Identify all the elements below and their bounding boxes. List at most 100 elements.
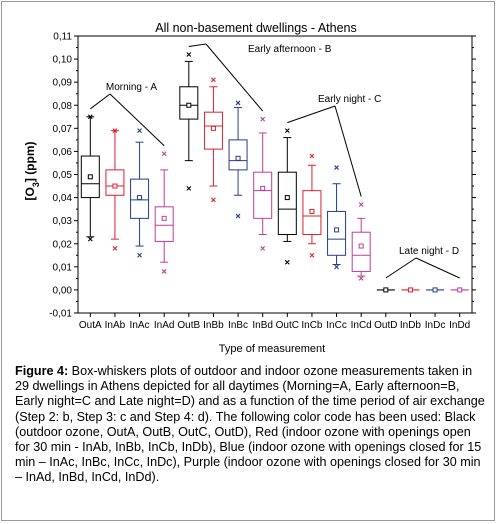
box-mean-marker	[309, 208, 315, 214]
x-tick-label: OutA	[79, 320, 102, 331]
y-tick-label: 0,05	[53, 170, 73, 181]
box-mean-marker	[112, 183, 118, 189]
annotation-line-left	[188, 43, 207, 47]
y-axis-label: [O3] (ppm)	[23, 141, 41, 200]
box-mean-marker	[358, 243, 364, 249]
box-mean-marker	[407, 287, 413, 293]
annotation-line-right	[109, 93, 165, 147]
y-tick-label: 0,01	[53, 262, 73, 273]
box-mean-marker	[284, 195, 290, 201]
box-body	[154, 206, 174, 242]
annotation-label: Morning - A	[106, 82, 157, 93]
box-body	[327, 210, 347, 256]
outlier-marker-high	[211, 77, 216, 83]
svg-text:[O3] (ppm): [O3] (ppm)	[23, 141, 41, 200]
y-tick-label: 0,07	[53, 124, 73, 135]
y-tick-label: 0,10	[53, 55, 73, 66]
annotation-line-left	[385, 257, 417, 279]
box-body	[277, 171, 297, 236]
box-body	[228, 139, 248, 171]
outlier-marker-high	[260, 116, 266, 122]
annotation-label: Late night - D	[399, 246, 459, 257]
box-mean-marker	[260, 185, 266, 191]
outlier-marker-low	[211, 197, 216, 203]
box-body	[351, 231, 371, 272]
plot-frame	[77, 35, 473, 314]
chart-title: All non-basement dwellings - Athens	[155, 21, 357, 35]
caption-text: Box-whiskers plots of outdoor and indoor…	[15, 364, 485, 485]
annotation-line-left	[287, 105, 336, 124]
x-tick-label: InCd	[351, 320, 372, 331]
outlier-marker-low	[87, 236, 93, 242]
box-mean-marker	[457, 287, 463, 293]
x-tick-label: InCb	[301, 320, 323, 331]
y-tick-label: 0,09	[53, 78, 73, 89]
x-tick-label: InBc	[228, 320, 248, 331]
outlier-marker-high	[137, 128, 142, 134]
outlier-marker-low	[235, 213, 241, 219]
outlier-marker-low	[186, 185, 192, 191]
x-tick-label: OutB	[177, 320, 200, 331]
box-whisker-chart: All non-basement dwellings - Athens [O3]…	[23, 21, 476, 355]
x-tick-label: InCc	[326, 320, 347, 331]
y-tick-label: 0,00	[53, 285, 73, 296]
caption-label: Figure 4:	[15, 364, 69, 378]
outlier-marker-low	[137, 252, 142, 258]
x-axis-label: Type of measurement	[219, 343, 325, 355]
y-label-sub: 3	[31, 182, 41, 187]
box-mean-marker	[432, 287, 438, 293]
y-tick-label: 0,04	[53, 193, 73, 204]
figure-caption: Figure 4: Box-whiskers plots of outdoor …	[15, 364, 487, 486]
outlier-marker-low	[284, 259, 290, 265]
box-mean-marker	[137, 195, 143, 201]
x-tick-label: InDc	[425, 320, 446, 331]
outlier-marker-low	[161, 269, 167, 274]
x-tick-label: InDd	[449, 320, 470, 331]
annotation-line-right	[334, 105, 362, 197]
y-label-main: [O	[23, 187, 37, 200]
outlier-marker-low	[112, 245, 118, 251]
outlier-marker-high	[186, 52, 192, 57]
box-mean-marker	[235, 155, 241, 161]
outlier-marker-high	[161, 151, 167, 157]
box-mean-marker	[87, 174, 93, 180]
outlier-marker-low	[358, 275, 364, 281]
box-body	[105, 169, 125, 196]
outlier-marker-low	[260, 245, 266, 251]
x-tick-label: InBd	[252, 320, 273, 331]
outlier-marker-low	[334, 264, 339, 270]
x-tick-label: InAb	[105, 320, 126, 331]
outlier-marker-high	[112, 128, 118, 134]
outlier-marker-high	[87, 114, 93, 120]
box-mean-marker	[334, 227, 340, 233]
outlier-marker-low	[309, 252, 315, 258]
box-mean-marker	[186, 102, 192, 108]
y-tick-label: 0,08	[53, 101, 73, 112]
x-tick-label: InBb	[203, 320, 224, 331]
outlier-marker-high	[358, 202, 364, 207]
annotation-line-right	[415, 257, 460, 279]
x-tick-label: InAd	[154, 320, 175, 331]
box-mean-marker	[383, 287, 389, 293]
y-tick-label: -0,01	[49, 309, 72, 320]
box-mean-marker	[161, 215, 167, 221]
x-tick-label: OutC	[276, 320, 299, 331]
x-tick-label: InDb	[400, 320, 422, 331]
box-body	[253, 171, 273, 219]
x-tick-label: OutD	[374, 320, 397, 331]
y-tick-label: 0,02	[53, 239, 73, 250]
x-tick-label: InAc	[130, 320, 150, 331]
y-tick-label: 0,06	[53, 147, 73, 158]
annotation-label: Early night - C	[318, 94, 381, 105]
outlier-marker-high	[309, 153, 315, 159]
y-label-tail: ] (ppm)	[23, 141, 37, 182]
y-tick-label: 0,03	[53, 216, 73, 227]
annotation-line-left	[90, 93, 111, 110]
outlier-marker-high	[235, 100, 241, 106]
outlier-marker-high	[334, 165, 339, 170]
outlier-marker-high	[284, 128, 290, 134]
box-mean-marker	[210, 125, 216, 131]
annotation-label: Early afternoon - B	[248, 44, 332, 55]
y-tick-label: 0,11	[53, 32, 72, 43]
